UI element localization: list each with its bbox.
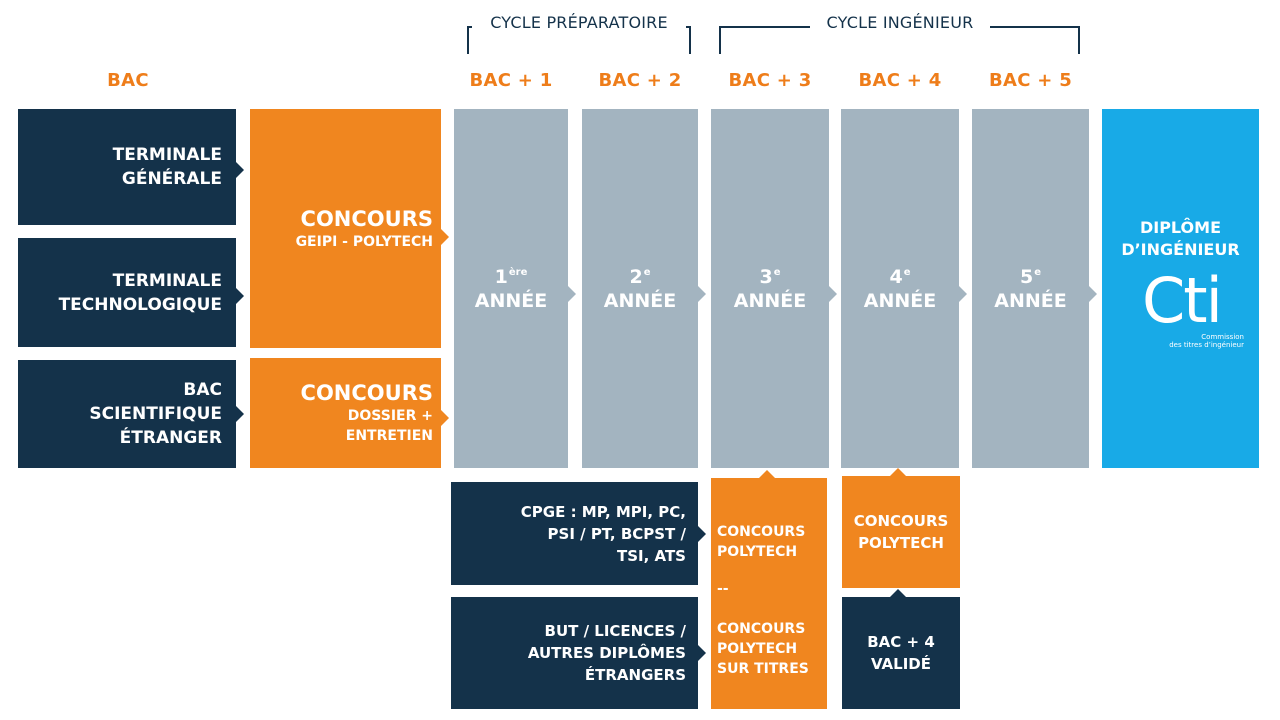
admission-line: AUTRES DIPLÔMES	[527, 644, 686, 662]
concours-geipi-polytech: CONCOURS GEIPI - POLYTECH	[250, 109, 441, 348]
origin-line: SCIENTIFIQUE	[89, 404, 222, 424]
concours-line: POLYTECH	[717, 544, 798, 560]
header-bac: BAC	[107, 70, 149, 91]
year-number: 2e	[629, 265, 651, 288]
admission-line: PSI / PT, BCPST /	[547, 524, 686, 543]
year-label: ANNÉE	[994, 289, 1067, 312]
arrow-up-icon	[890, 589, 906, 597]
origin-line: TECHNOLOGIQUE	[58, 294, 222, 315]
year-4-column: 4e ANNÉE	[841, 109, 959, 468]
admission-line: CPGE : MP, MPI, PC,	[520, 502, 686, 521]
concours-dossier-entretien: CONCOURS DOSSIER + ENTRETIEN	[250, 358, 441, 468]
header-bac-plus-4: BAC + 4	[858, 70, 942, 91]
year-label: ANNÉE	[733, 289, 807, 312]
year-label: ANNÉE	[474, 289, 548, 312]
header-bac-plus-5: BAC + 5	[988, 70, 1073, 91]
arrow-right-icon	[236, 288, 244, 304]
admission-but-licences: BUT / LICENCES / AUTRES DIPLÔMES ÉTRANGE…	[451, 597, 698, 709]
admission-line: TSI, ATS	[616, 546, 686, 565]
concours-line: CONCOURS	[717, 621, 806, 637]
arrow-right-icon	[829, 286, 837, 302]
arrow-right-icon	[568, 286, 576, 302]
year-number: 3e	[759, 265, 781, 288]
origin-terminale-generale: TERMINALE GÉNÉRALE	[18, 109, 236, 225]
arrow-right-icon	[236, 162, 244, 178]
origin-line: BAC	[183, 380, 222, 400]
origin-bac-scientifique-etranger: BAC SCIENTIFIQUE ÉTRANGER	[18, 360, 236, 468]
arrow-right-icon	[441, 229, 449, 245]
year-1-column: 1ère ANNÉE	[454, 109, 568, 468]
year-label: ANNÉE	[603, 289, 677, 312]
year-3-column: 3e ANNÉE	[711, 109, 829, 468]
arrow-right-icon	[441, 410, 449, 426]
concours-polytech-bac3: CONCOURS POLYTECH -- CONCOURS POLYTECH S…	[711, 478, 827, 709]
arrow-up-icon	[759, 470, 775, 478]
header-bac-plus-3: BAC + 3	[728, 70, 812, 91]
cti-logo-text: Cti	[1142, 264, 1223, 337]
concours-title: CONCOURS	[300, 206, 433, 231]
concours-polytech-bac4: CONCOURS POLYTECH	[842, 476, 960, 588]
arrow-right-icon	[698, 645, 706, 661]
concours-title: CONCOURS	[300, 381, 433, 405]
diplome-line: D’INGÉNIEUR	[1121, 240, 1240, 259]
year-number: 5e	[1019, 265, 1042, 288]
concours-line: DOSSIER +	[347, 408, 433, 424]
concours-line: POLYTECH	[717, 641, 798, 657]
admission-line: BUT / LICENCES /	[544, 622, 686, 640]
concours-subtitle: GEIPI - POLYTECH	[295, 233, 433, 250]
year-5-column: 5e ANNÉE	[972, 109, 1089, 468]
diplome-ingenieur-box: DIPLÔME D’INGÉNIEUR Cti Commission des t…	[1102, 109, 1259, 468]
year-label: ANNÉE	[863, 289, 937, 312]
origin-line: TERMINALE	[112, 270, 222, 291]
arrow-right-icon	[698, 286, 706, 302]
concours-line: CONCOURS	[717, 524, 806, 540]
cycle-ingenieur-label: CYCLE INGÉNIEUR	[810, 13, 990, 32]
origin-line: GÉNÉRALE	[121, 169, 222, 189]
header-bac-plus-2: BAC + 2	[598, 70, 682, 91]
origin-terminale-technologique: TERMINALE TECHNOLOGIQUE	[18, 238, 236, 347]
arrow-up-icon	[890, 468, 906, 476]
bac4-line: VALIDÉ	[870, 655, 932, 673]
arrow-right-icon	[959, 286, 967, 302]
concours-line: CONCOURS	[853, 512, 949, 530]
arrow-right-icon	[236, 406, 244, 422]
year-number: 4e	[889, 265, 911, 288]
concours-line: ENTRETIEN	[345, 428, 433, 444]
bac4-valide: BAC + 4 VALIDÉ	[842, 597, 960, 709]
origin-line: ÉTRANGER	[119, 428, 222, 448]
bac4-line: BAC + 4	[867, 633, 935, 651]
diplome-line: DIPLÔME	[1139, 218, 1222, 237]
year-2-column: 2e ANNÉE	[582, 109, 698, 468]
header-bac-plus-1: BAC + 1	[469, 70, 553, 91]
arrow-right-icon	[1089, 286, 1097, 302]
concours-line: SUR TITRES	[717, 661, 809, 677]
origin-line: TERMINALE	[112, 145, 222, 165]
year-number: 1ère	[494, 265, 528, 288]
cti-logo: Cti Commission des titres d’ingénieur	[1142, 264, 1252, 350]
separator: --	[717, 581, 729, 597]
admission-line: ÉTRANGERS	[584, 666, 686, 684]
cycle-preparatoire-label: CYCLE PRÉPARATOIRE	[472, 13, 686, 32]
arrow-right-icon	[698, 526, 706, 542]
concours-line: POLYTECH	[858, 534, 944, 552]
diplome-title: DIPLÔME D’INGÉNIEUR	[1102, 217, 1259, 261]
admission-cpge: CPGE : MP, MPI, PC, PSI / PT, BCPST / TS…	[451, 482, 698, 585]
cti-logo-caption: Commission des titres d’ingénieur	[1169, 333, 1244, 349]
